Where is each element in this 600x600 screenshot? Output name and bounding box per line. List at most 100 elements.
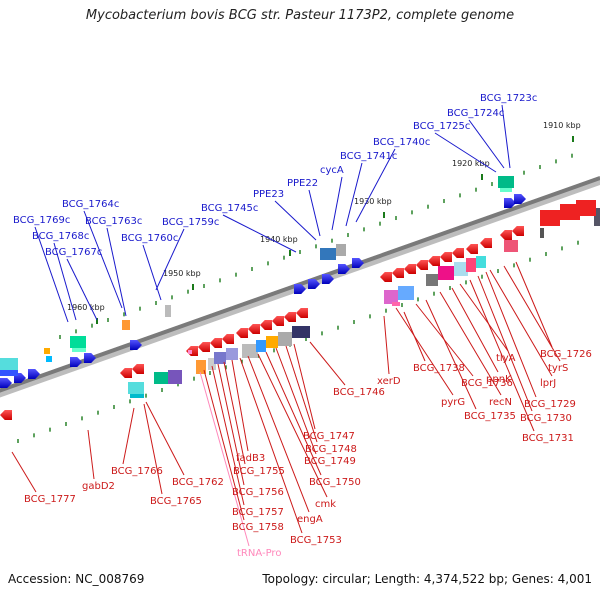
gene-block xyxy=(128,382,144,394)
gene-block xyxy=(0,370,18,376)
gene-block xyxy=(46,356,52,362)
gene-block xyxy=(278,332,292,346)
reverse-label-leader xyxy=(231,359,249,452)
reverse-label-leader xyxy=(203,369,245,521)
reverse-label-leader xyxy=(451,287,499,373)
reverse-gene-label: tlyA xyxy=(496,353,516,364)
gene-block xyxy=(336,244,346,256)
kbp-label: 1930 kbp xyxy=(354,197,392,206)
gene-block xyxy=(165,305,171,317)
forward-gene-label: BCG_1764c xyxy=(62,199,119,210)
reverse-gene-arrow xyxy=(440,252,452,262)
reverse-gene-arrow xyxy=(416,260,428,270)
gene-block xyxy=(0,358,18,370)
reverse-gene-label: BCG_1729 xyxy=(524,399,576,410)
gene-block xyxy=(438,266,454,280)
gene-block xyxy=(320,248,336,260)
gene-block xyxy=(122,320,130,330)
gene-block xyxy=(384,290,398,304)
reverse-label-leader xyxy=(217,363,245,486)
reverse-gene-label: cmk xyxy=(315,499,336,510)
forward-label-leader xyxy=(468,119,505,169)
genome-summary-label: Topology: circular; Length: 4,374,522 bp… xyxy=(262,572,592,586)
gene-block xyxy=(426,274,438,286)
reverse-label-leader xyxy=(145,401,185,476)
gene-block xyxy=(256,340,266,352)
reverse-gene-label: BCG_1735 xyxy=(464,411,516,422)
reverse-gene-label: BCG_1749 xyxy=(304,456,356,467)
gene-block xyxy=(44,348,50,354)
forward-gene-arrow xyxy=(294,284,306,294)
kbp-label: 1920 kbp xyxy=(452,159,490,168)
forward-gene-label: BCG_1768c xyxy=(32,231,89,242)
reverse-gene-arrow xyxy=(132,364,144,374)
forward-gene-label: BCG_1723c xyxy=(480,93,537,104)
reverse-gene-arrow xyxy=(0,410,12,420)
gene-block xyxy=(392,302,400,306)
reverse-label-leader xyxy=(489,269,553,377)
reverse-label-leader xyxy=(439,291,502,396)
reverse-gene-label: ppnK xyxy=(486,374,512,385)
reverse-gene-label: BCG_1766 xyxy=(111,466,163,477)
reverse-gene-label: BCG_1738 xyxy=(413,363,465,374)
forward-gene-label: BCG_1725c xyxy=(413,121,470,132)
forward-gene-label: BCG_1724c xyxy=(447,108,504,119)
reverse-gene-label: pyrG xyxy=(441,397,465,408)
reverse-label-leader xyxy=(477,275,533,412)
reverse-gene-arrow xyxy=(236,328,248,338)
reverse-label-leader xyxy=(459,283,509,352)
reverse-label-leader xyxy=(223,361,246,465)
forward-label-leader xyxy=(83,210,123,309)
trna-gene-label: tRNA-Pro xyxy=(237,548,281,559)
forward-label-leader xyxy=(34,226,69,323)
reverse-gene-label: tyrS xyxy=(548,363,568,374)
gene-block xyxy=(70,336,86,348)
reverse-label-leader xyxy=(415,303,474,377)
reverse-gene-label: BCG_1750 xyxy=(309,477,361,488)
gene-block xyxy=(398,286,414,300)
gene-block xyxy=(594,208,600,226)
position-ticks xyxy=(17,136,579,443)
reverse-label-leader xyxy=(293,343,316,430)
reverse-label-leader xyxy=(309,341,346,386)
reverse-label-leader xyxy=(469,279,535,432)
gene-block xyxy=(500,188,512,192)
reverse-gene-block xyxy=(560,204,580,220)
gene-block xyxy=(466,258,476,272)
reverse-gene-label: BCG_1736 xyxy=(461,378,513,389)
kbp-label: 1950 kbp xyxy=(163,269,201,278)
reverse-gene-label: BCG_1731 xyxy=(522,433,574,444)
gene-block xyxy=(188,350,192,354)
forward-label-leader xyxy=(53,242,77,321)
forward-label-leader xyxy=(222,214,297,253)
forward-gene-arrow xyxy=(84,353,96,363)
gene-block xyxy=(208,358,216,370)
page-title: Mycobacterium bovis BCG str. Pasteur 117… xyxy=(85,8,515,23)
reverse-gene-arrow xyxy=(248,324,260,334)
reverse-gene-label: BCG_1746 xyxy=(333,387,385,398)
reverse-gene-label: xerD xyxy=(377,376,401,387)
forward-gene-arrow xyxy=(322,274,334,284)
forward-label-leader xyxy=(331,176,343,231)
gene-block xyxy=(266,336,278,348)
reverse-gene-label: BCG_1747 xyxy=(303,431,355,442)
kbp-labels: 1910 kbp 1920 kbp 1930 kbp 1940 kbp 1950 kbp… xyxy=(67,121,581,312)
kbp-label: 1910 kbp xyxy=(543,121,581,130)
reverse-label-leader xyxy=(285,345,318,443)
forward-gene-arrow xyxy=(130,340,142,350)
forward-gene-label: BCG_1745c xyxy=(201,203,258,214)
forward-gene-arrow xyxy=(0,378,12,388)
forward-gene-arrow xyxy=(308,279,320,289)
reverse-gene-label: BCG_1748 xyxy=(305,444,357,455)
reverse-gene-label: BCG_1756 xyxy=(232,487,284,498)
forward-gene-label: BCG_1767c xyxy=(45,247,102,258)
reverse-label-leader xyxy=(87,429,95,480)
forward-gene-arrow xyxy=(352,258,364,268)
reverse-label-leader xyxy=(211,365,245,506)
forward-gene-label: BCG_1769c xyxy=(13,215,70,226)
reverse-gene-label: lprJ xyxy=(540,378,556,389)
forward-gene-label: PPE23 xyxy=(253,189,284,200)
reverse-label-leader xyxy=(275,347,317,455)
